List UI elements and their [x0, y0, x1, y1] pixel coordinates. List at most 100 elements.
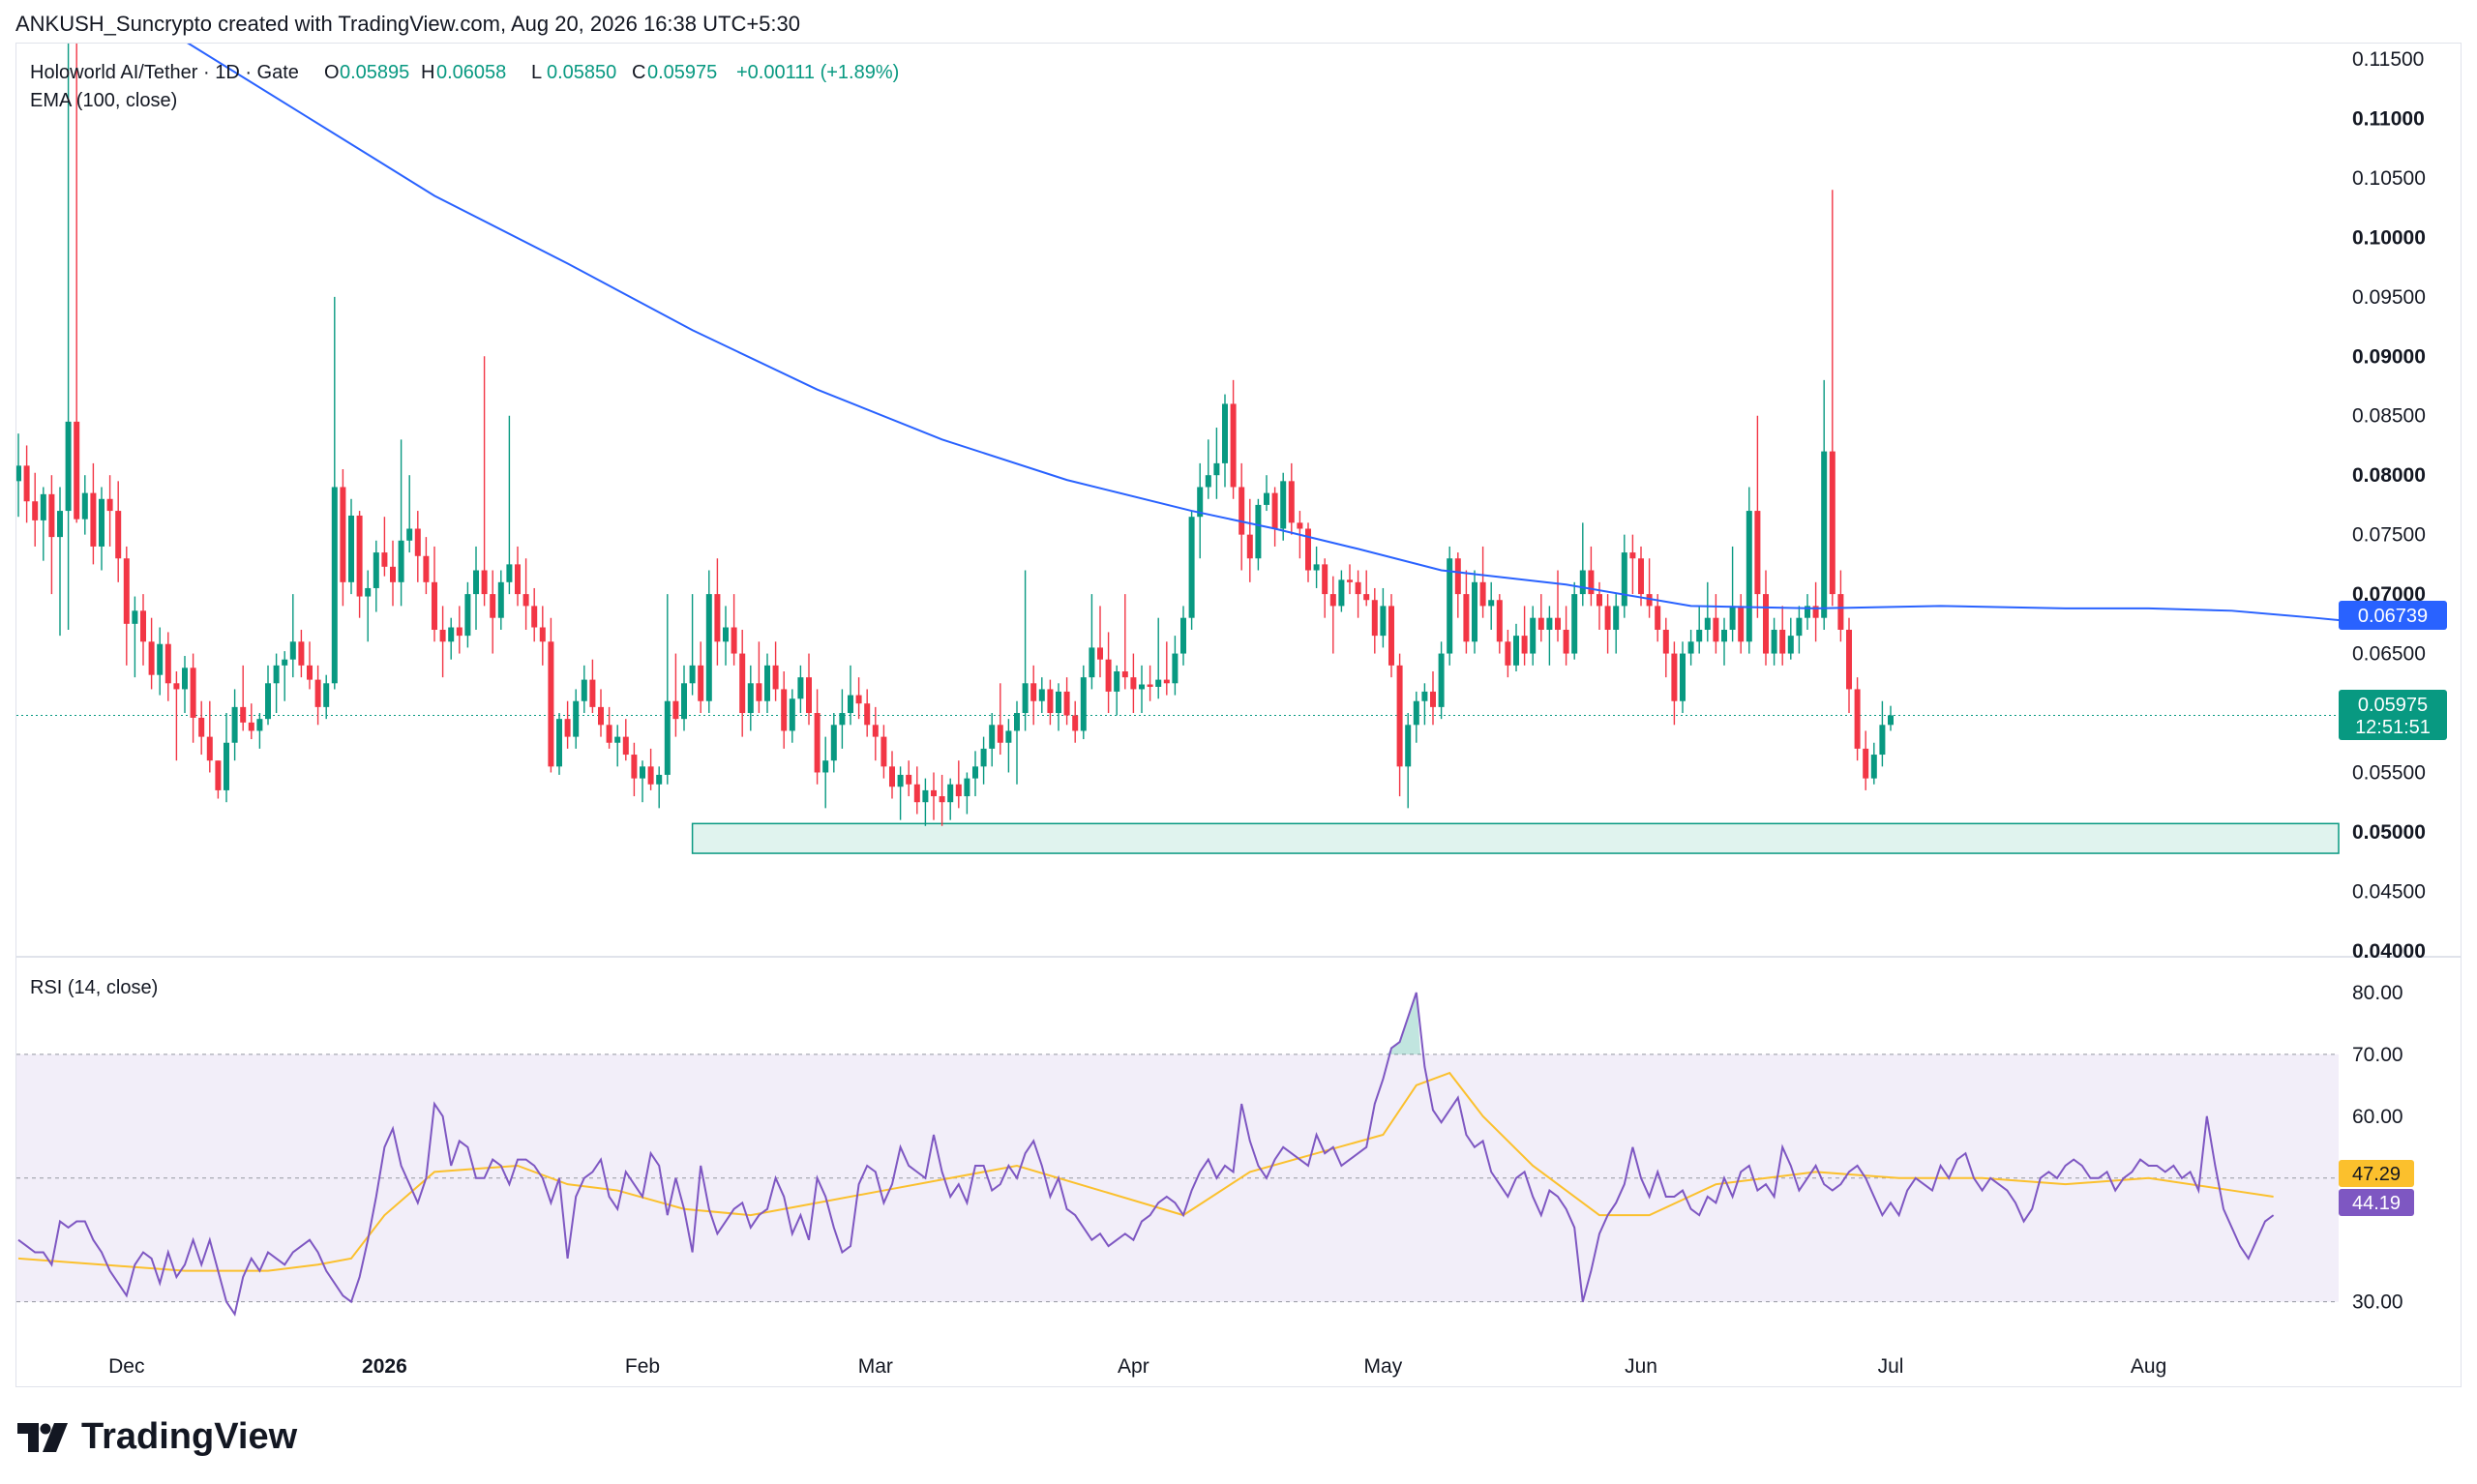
candle-body — [1738, 606, 1745, 642]
candle-body — [1447, 558, 1453, 654]
candle — [224, 713, 229, 803]
legend-open-value: 0.05895 — [340, 62, 409, 83]
candle — [1713, 594, 1719, 654]
candle-body — [182, 668, 188, 690]
candle — [1546, 606, 1553, 666]
candle — [581, 665, 587, 714]
legend-ema: EMA (100, close) — [30, 90, 177, 111]
candle-body — [1638, 558, 1644, 595]
candle-body — [506, 564, 513, 582]
ema-price-badge — [2339, 601, 2447, 630]
price-axis-label: 0.09000 — [2352, 345, 2426, 368]
candle-body — [164, 643, 171, 684]
candle-body — [1604, 606, 1611, 630]
candle — [1421, 683, 1428, 726]
candle — [1430, 671, 1436, 726]
candle — [323, 674, 330, 720]
candle-body — [1537, 617, 1544, 630]
candle — [289, 594, 296, 678]
candle — [1662, 617, 1669, 678]
candle-body — [1139, 684, 1145, 690]
candle-body — [1163, 679, 1170, 684]
candle — [789, 689, 795, 743]
candle — [947, 778, 954, 820]
candle-body — [606, 725, 612, 743]
candle — [173, 671, 180, 761]
candle — [123, 546, 130, 666]
candle-body — [855, 695, 862, 704]
candle-body — [1172, 653, 1179, 684]
candle — [1222, 394, 1228, 488]
candle — [1680, 641, 1686, 714]
candle — [1563, 606, 1569, 666]
candle-body — [206, 736, 213, 761]
candle — [614, 725, 621, 767]
candle — [1271, 487, 1278, 547]
candle — [164, 632, 171, 701]
tradingview-logo[interactable]: TradingView — [17, 1416, 297, 1458]
candle — [1521, 606, 1528, 666]
candle-body — [16, 465, 21, 482]
candle — [182, 656, 188, 714]
candle-body — [32, 501, 39, 520]
candle-body — [1597, 594, 1602, 607]
candle-body — [356, 515, 363, 597]
candle-body — [656, 774, 663, 785]
time-axis-label: Jul — [1878, 1355, 1904, 1378]
candle-body — [273, 665, 280, 684]
candle-body — [1222, 403, 1228, 463]
candle — [1255, 498, 1262, 571]
candle-body — [132, 610, 138, 624]
rsi-badge-text: 44.19 — [2352, 1193, 2401, 1214]
candle-body — [289, 641, 296, 660]
candle-body — [340, 487, 346, 582]
candle — [132, 596, 138, 678]
candle-body — [190, 668, 196, 718]
candle-body — [1805, 606, 1810, 618]
candle — [822, 736, 829, 809]
candle-body — [1130, 677, 1137, 690]
price-axis-label: 0.04500 — [2352, 880, 2426, 903]
candle-body — [515, 564, 521, 595]
candle — [1139, 665, 1145, 714]
candle — [1472, 570, 1477, 654]
candle — [764, 653, 770, 714]
candle-body — [1454, 558, 1461, 595]
candle — [1854, 677, 1861, 761]
candle — [215, 760, 222, 799]
candle-body — [215, 760, 222, 790]
candle — [731, 594, 737, 666]
last-price-text: 0.05975 — [2358, 695, 2428, 716]
candle-body — [1571, 594, 1578, 654]
candle — [1738, 594, 1745, 654]
bar-countdown-text: 12:51:51 — [2355, 717, 2431, 738]
candle-body — [739, 653, 746, 714]
candle — [1288, 462, 1295, 535]
rsi-axis-label: 70.00 — [2352, 1044, 2403, 1066]
candle-body — [1022, 683, 1029, 714]
candle-body — [897, 774, 904, 787]
candle — [631, 742, 638, 797]
candle — [556, 713, 562, 775]
candle-body — [1546, 617, 1553, 630]
candle — [1505, 629, 1511, 678]
candle-body — [1355, 581, 1361, 595]
candle-body — [240, 706, 247, 723]
rsi-line — [17, 992, 2275, 1317]
candle-body — [814, 713, 821, 773]
candle-body — [1771, 629, 1777, 654]
candle — [1014, 700, 1020, 785]
price-chart-svg[interactable]: 0.11500 0.11000 0.10500 0.10000 0.09500 0.090… — [16, 44, 2461, 1386]
candle — [897, 766, 904, 820]
candle-body — [806, 677, 812, 714]
candle-body — [307, 665, 313, 680]
candle-body — [1496, 600, 1503, 642]
candle — [90, 462, 97, 565]
candle-body — [864, 703, 871, 726]
candle — [1604, 594, 1611, 654]
candle-body — [1097, 647, 1103, 660]
candle-body — [922, 789, 929, 803]
candle — [939, 774, 945, 826]
candle-body — [1521, 636, 1528, 654]
candle — [206, 700, 213, 773]
